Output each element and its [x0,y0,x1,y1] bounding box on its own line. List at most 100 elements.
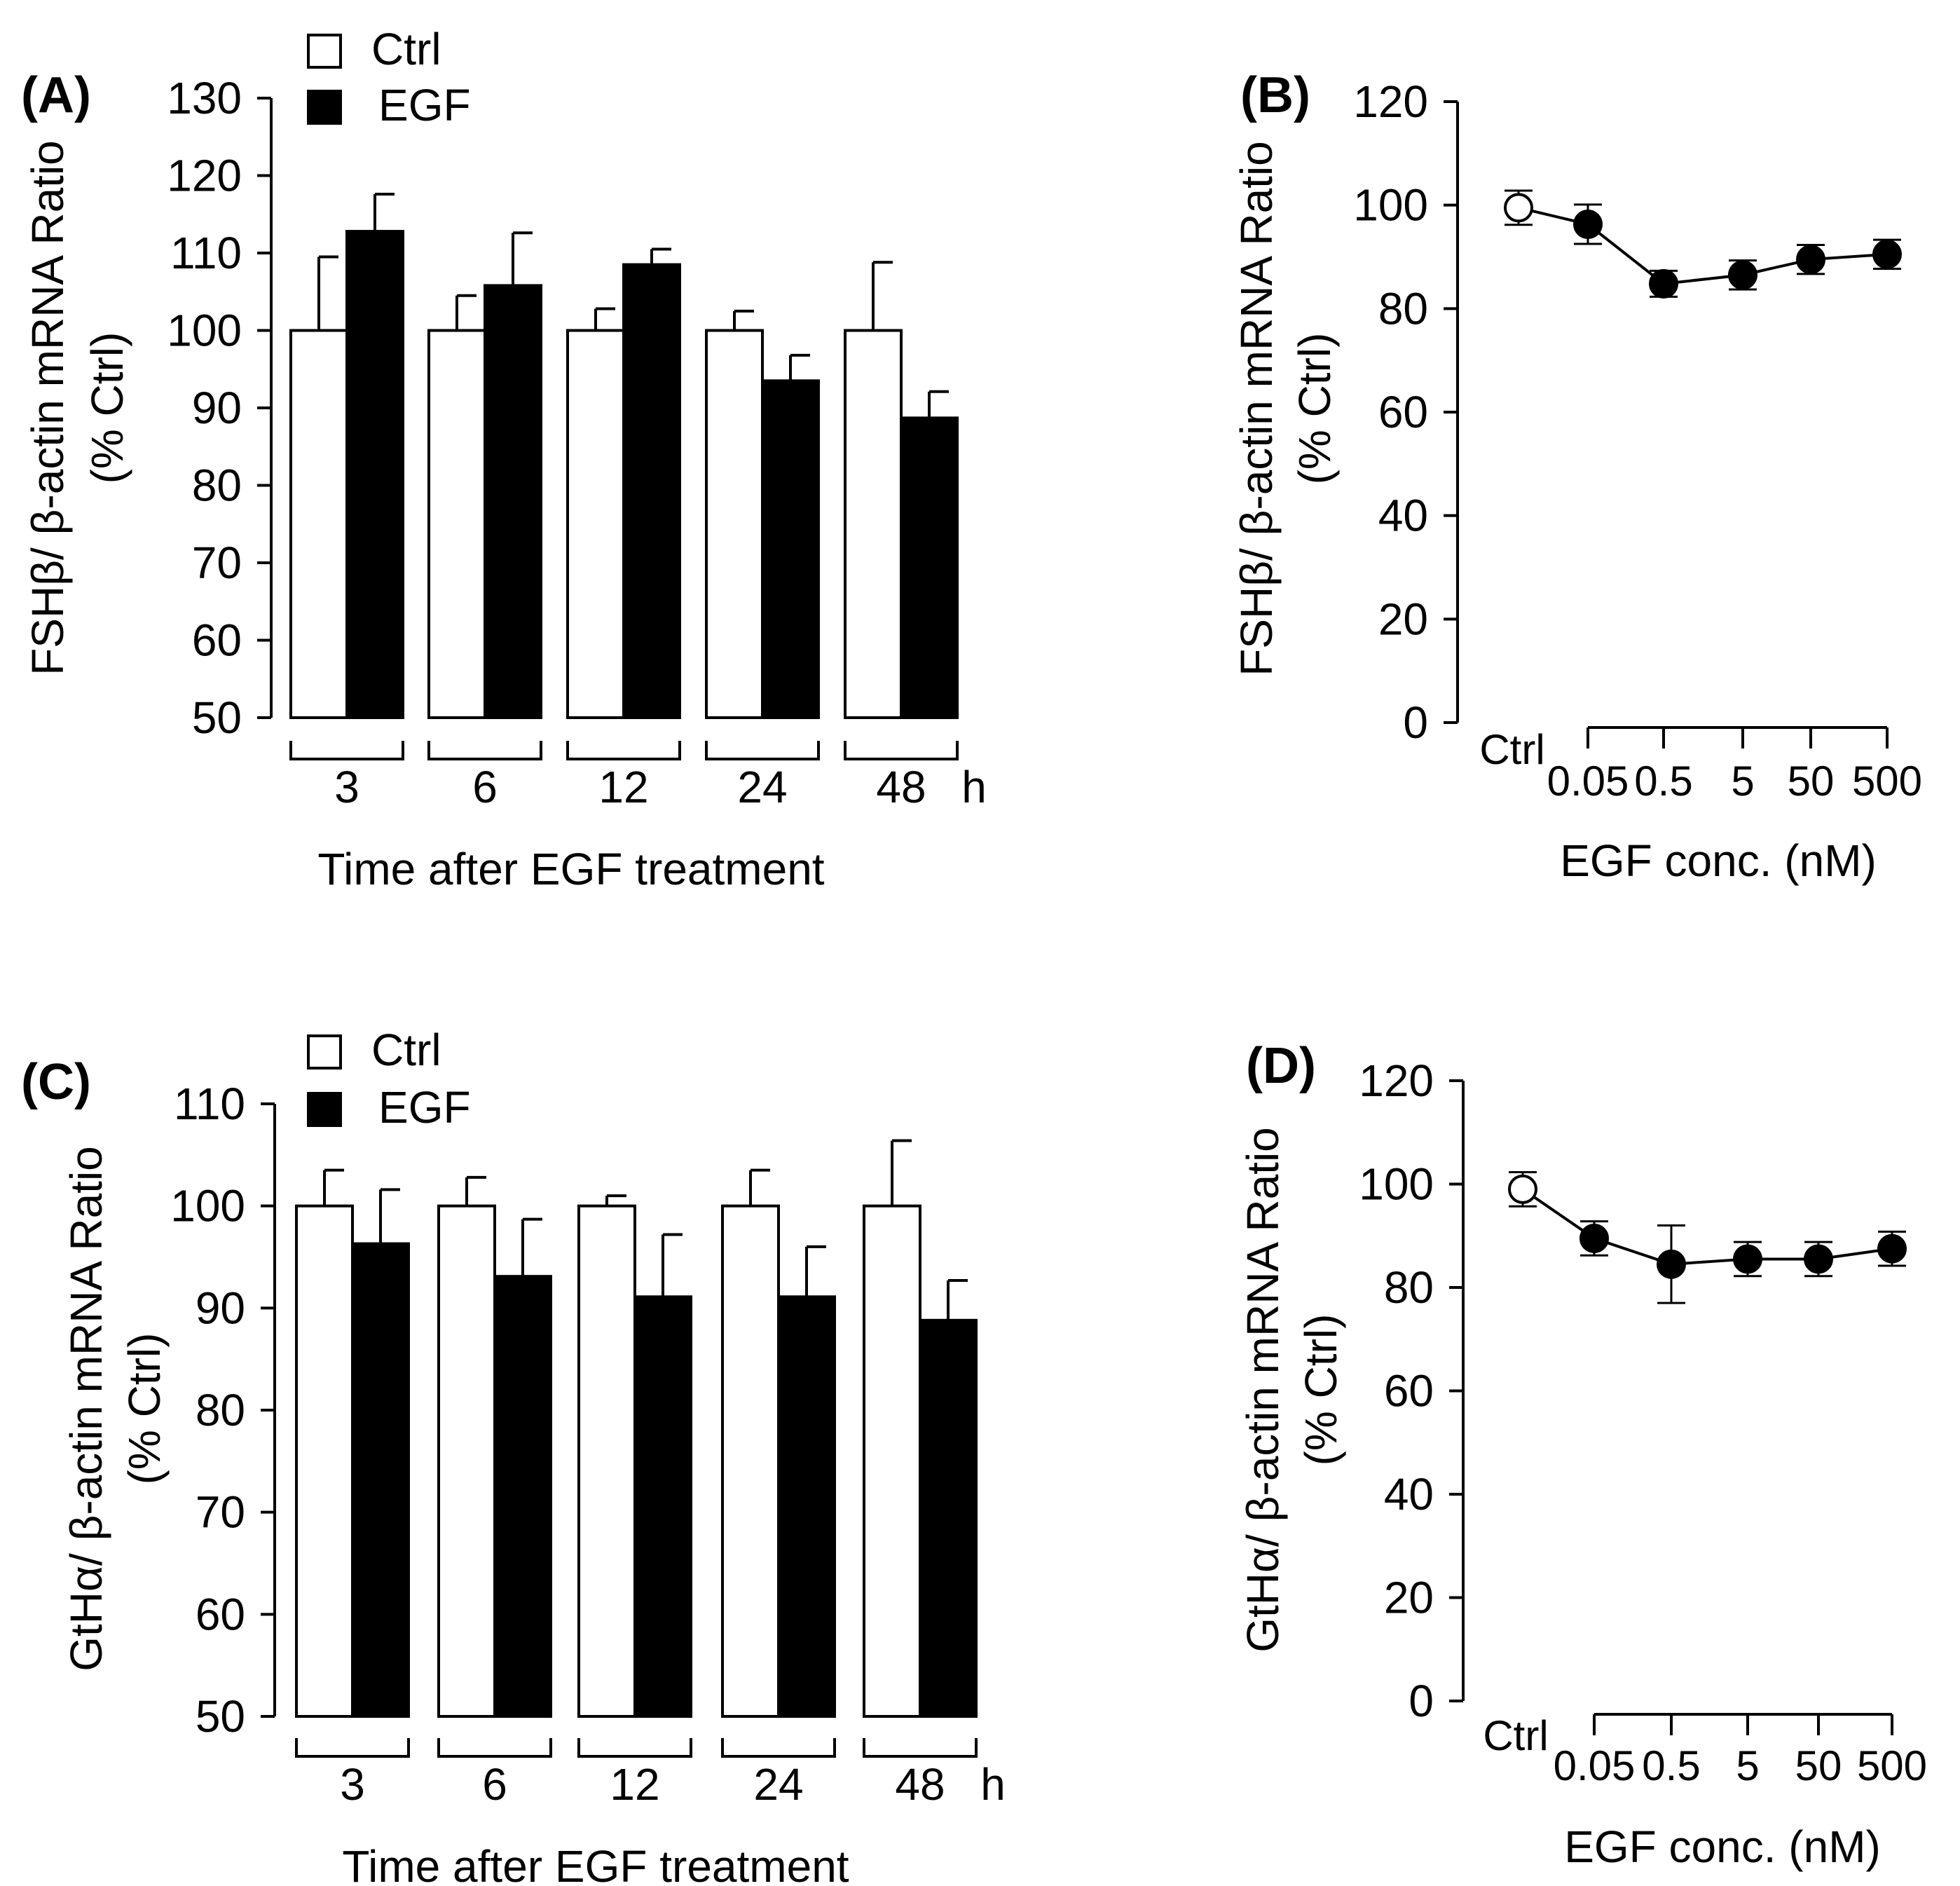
y-tick-label: 120 [167,151,242,201]
data-point-egf [1649,268,1678,299]
bar-ctrl [577,1204,636,1718]
panel-d-line-chart: (D) 0 20 40 60 80 100 120 GtHα/ β-actin mRNA Rat… [1238,1038,1927,1872]
data-point-ctrl [1508,1174,1537,1204]
category-bracket [566,741,681,760]
bar-egf [633,1295,692,1718]
data-point-egf [1796,245,1825,275]
category-bracket [844,741,959,760]
bar-egf [345,230,404,719]
series-line [1521,1188,1893,1266]
bar-ctrl [295,1204,354,1718]
x-category-label: 6 [482,1759,507,1810]
series-line [1518,206,1888,285]
legend-label-ctrl: Ctrl [371,24,441,74]
category-bracket [705,741,820,760]
y-axis-title: GtHα/ β-actin mRNA Ratio [1238,1127,1288,1653]
bar-egf [919,1318,978,1718]
y-tick-label: 80 [1384,1262,1434,1313]
y-tick-label: 40 [1384,1469,1434,1519]
x-category-label: 3 [334,762,359,812]
data-point-egf [1733,1244,1762,1274]
legend-label-egf: EGF [378,1082,471,1133]
y-tick-label: 60 [1378,387,1428,437]
y-tick-label: 100 [1353,180,1428,231]
y-tick-label: 50 [192,692,242,743]
x-category-label: 12 [610,1759,659,1810]
bar-egf [493,1275,552,1718]
y-axis-subtitle: (% Ctrl) [1289,333,1340,485]
y-axis-subtitle: (% Ctrl) [1296,1314,1346,1466]
x-unit-label: h [961,762,987,812]
y-tick-label: 110 [174,1079,245,1129]
category-bracket [427,741,542,760]
x-axis-title: EGF conc. (nM) [1560,835,1877,886]
y-tick-label: 70 [196,1487,245,1538]
y-axis-title: FSHβ/ β-actin mRNA Ratio [1231,141,1282,676]
bar-ctrl [844,329,903,719]
bar-egf [622,263,681,719]
category-bracket [863,1738,978,1758]
y-tick-label: 60 [1384,1366,1434,1416]
x-unit-label: h [980,1759,1006,1810]
y-tick-label: 120 [1353,76,1428,127]
x-category-label: 500 [1852,758,1922,805]
y-tick-label: 80 [192,460,242,511]
bar-ctrl [289,329,348,719]
legend-swatch-ctrl [307,34,342,69]
bar-egf [900,416,959,719]
panel-label: (B) [1240,67,1310,123]
bar-egf [777,1295,836,1718]
data-point-egf [1728,260,1757,290]
x-axis-title: Time after EGF treatment [342,1841,849,1886]
y-tick-label: 60 [192,615,242,666]
y-tick-label: 20 [1384,1573,1434,1623]
y-axis-subtitle: (% Ctrl) [82,332,132,484]
y-axis-title: FSHβ/ β-actin mRNA Ratio [22,140,73,676]
y-tick-label: 80 [1378,283,1428,334]
x-category-label: 24 [753,1759,803,1810]
y-tick-label: 100 [170,1181,245,1231]
category-bracket [577,1738,692,1758]
y-tick-label: 130 [167,73,242,123]
x-category-label: 24 [737,762,787,812]
x-category-label: 6 [472,762,498,812]
x-category-label: 48 [895,1759,945,1810]
y-tick-label: 70 [192,538,242,588]
y-tick-label: 90 [192,383,242,433]
x-category-label: 12 [598,762,648,812]
y-tick-label: 100 [1359,1159,1434,1210]
x-category-label: 5 [1736,1742,1759,1789]
bar-ctrl [566,329,625,719]
y-tick-label: 0 [1409,1676,1434,1726]
bar-ctrl [437,1204,496,1718]
panel-label: (D) [1246,1038,1316,1094]
y-tick-label: 20 [1378,594,1428,644]
x-category-label: 500 [1857,1742,1927,1789]
panel-b-line-chart: (B) 0 20 40 60 80 100 120 FSHβ/ β-actin mRNA Rat… [1231,67,1922,886]
y-tick-label: 100 [167,306,242,356]
legend-label-egf: EGF [378,80,471,130]
x-category-label-ctrl: Ctrl [1483,1712,1548,1759]
y-tick-label: 110 [170,228,242,278]
bar-egf [351,1242,410,1718]
x-category-label: 50 [1788,758,1835,805]
x-category-label: 0.5 [1642,1742,1700,1789]
x-category-label: 48 [876,762,926,812]
panel-a-bar-chart: (A) 50 60 70 80 90 100 110 120 130 FSHβ/ β-actin m… [21,24,987,894]
legend-swatch-egf [307,1092,342,1127]
x-category-label: 0.05 [1547,758,1629,805]
legend-swatch-ctrl [307,1034,342,1070]
y-tick-label: 80 [196,1385,245,1435]
data-point-egf [1573,209,1603,239]
category-bracket [721,1738,836,1758]
x-category-label: 50 [1795,1742,1842,1789]
y-tick-label: 0 [1403,697,1428,748]
panel-label: (C) [21,1054,91,1110]
x-category-label: 0.5 [1634,758,1692,805]
bar-ctrl [721,1204,780,1718]
y-tick-label: 120 [1359,1055,1434,1106]
x-category-label: 5 [1731,758,1754,805]
data-point-ctrl [1504,193,1533,223]
x-category-label-ctrl: Ctrl [1479,726,1544,773]
